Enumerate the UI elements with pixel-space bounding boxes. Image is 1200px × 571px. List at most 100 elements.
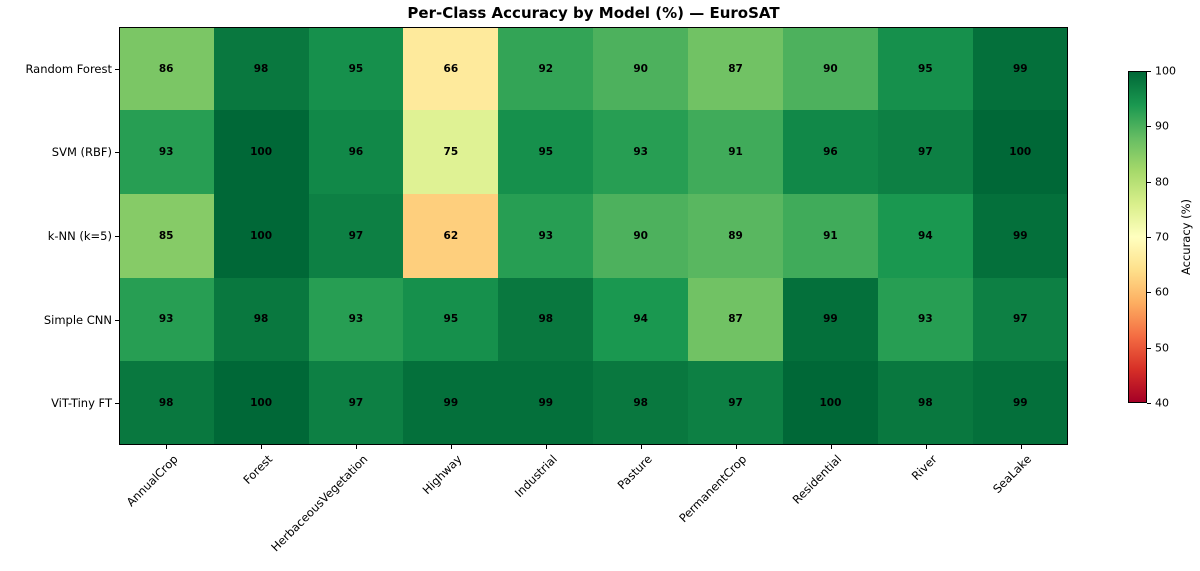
x-tick-mark [830,445,832,449]
heatmap-cell: 97 [308,361,404,444]
colorbar-tick-mark [1147,71,1151,72]
x-tick-label-text: AnnualCrop [123,452,181,510]
colorbar-tick-mark [1147,292,1151,294]
heatmap-cell: 94 [877,193,973,278]
heatmap-cell: 62 [403,193,499,278]
heatmap-cell: 86 [120,28,214,111]
heatmap-plot-area: 86 98 95 66 92 90 87 90 95 99 93 100 96 75 95 93 91 96 97 1… [119,27,1068,445]
heatmap-cell: 93 [120,110,214,194]
x-tick-mark [546,445,548,449]
x-tick-label-text: Pasture [614,452,655,493]
colorbar-tick-label: 60 [1155,285,1169,299]
heatmap-cell: 98 [120,361,214,444]
y-tick-mark [115,68,119,70]
heatmap-cell: 93 [498,193,594,278]
heatmap-cell: 100 [213,193,309,278]
heatmap-cell: 87 [688,277,783,362]
heatmap-cell: 85 [120,193,214,278]
heatmap-cell: 93 [593,110,689,194]
x-tick-mark [451,445,453,449]
x-tick-mark [1020,445,1022,449]
x-tick-mark [356,445,358,449]
heatmap-cell: 75 [403,110,499,194]
heatmap-cell: 90 [593,193,689,278]
colorbar-tick-label: 70 [1155,230,1169,244]
heatmap-cell: 93 [120,277,214,362]
heatmap-cell: 66 [403,28,499,111]
colorbar-tick-label: 80 [1155,175,1169,189]
heatmap-cell: 98 [213,277,309,362]
x-tick-label-text: SeaLake [990,452,1035,496]
colorbar-tick-label: 90 [1155,119,1169,133]
heatmap-cell: 99 [972,28,1067,111]
heatmap-cell: 91 [783,193,878,278]
heatmap-cell: 87 [688,28,783,111]
heatmap-cell: 95 [498,110,594,194]
heatmap-cell: 97 [308,193,404,278]
heatmap-cell: 95 [308,28,404,111]
colorbar-axis-label: Accuracy (%) [1179,198,1193,276]
x-tick-mark [166,445,168,449]
x-tick-label-text: HerbaceousVegetation [267,452,371,555]
y-tick-mark [115,152,119,154]
colorbar [1128,71,1147,403]
x-tick-mark [925,445,927,449]
heatmap-cell: 100 [783,361,878,444]
heatmap-cell: 93 [308,277,404,362]
heatmap-cell: 99 [498,361,594,444]
heatmap-cell: 90 [593,28,689,111]
heatmap-grid: 86 98 95 66 92 90 87 90 95 99 93 100 96 75 95 93 91 96 97 1… [120,28,1067,444]
x-tick-mark [735,445,737,449]
heatmap-cell: 99 [972,361,1067,444]
x-tick-mark [261,445,263,449]
colorbar-tick-mark [1147,181,1151,183]
heatmap-cell: 93 [877,277,973,362]
heatmap-cell: 98 [877,361,973,444]
x-tick-mark [640,445,642,449]
y-tick-label: Simple CNN [43,312,112,327]
colorbar-tick-mark [1147,403,1151,404]
heatmap-cell: 97 [688,361,783,444]
y-tick-mark [115,319,119,321]
heatmap-cell: 94 [593,277,689,362]
heatmap-cell: 89 [688,193,783,278]
heatmap-cell: 91 [688,110,783,194]
x-tick-label-text: Industrial [511,452,560,501]
heatmap-cell: 95 [403,277,499,362]
heatmap-cell: 92 [498,28,594,111]
heatmap-cell: 96 [783,110,878,194]
heatmap-cell: 99 [972,193,1067,278]
heatmap-cell: 98 [498,277,594,362]
x-tick-label-text: Highway [419,452,466,498]
y-tick-label: Random Forest [25,61,112,76]
y-tick-label: k-NN (k=5) [47,229,112,243]
y-tick-label: SVM (RBF) [51,145,112,160]
colorbar-tick-label: 100 [1155,64,1176,78]
colorbar-tick-mark [1147,347,1151,349]
x-tick-label-text: Forest [240,452,276,487]
x-tick-label-text: PermanentCrop [676,452,750,526]
heatmap-cell: 90 [783,28,878,111]
heatmap-cell: 100 [972,110,1067,194]
heatmap-cell: 98 [593,361,689,444]
heatmap-cell: 97 [877,110,973,194]
heatmap-cell: 95 [877,28,973,111]
heatmap-cell: 97 [972,277,1067,362]
y-tick-label: ViT-Tiny FT [51,396,112,411]
y-tick-mark [115,236,119,237]
colorbar-tick-label: 50 [1155,341,1169,355]
heatmap-cell: 98 [213,28,309,111]
heatmap-cell: 99 [403,361,499,444]
colorbar-tick-mark [1147,126,1151,128]
chart-title: Per-Class Accuracy by Model (%) — EuroSA… [407,4,780,22]
x-tick-label-text: Residential [789,452,845,507]
colorbar-tick-label: 40 [1155,396,1169,410]
heatmap-cell: 100 [213,361,309,444]
heatmap-cell: 99 [783,277,878,362]
x-tick-label-text: River [908,452,940,483]
heatmap-cell: 100 [213,110,309,194]
colorbar-tick-mark [1147,237,1151,238]
heatmap-cell: 96 [308,110,404,194]
y-tick-mark [115,403,119,405]
